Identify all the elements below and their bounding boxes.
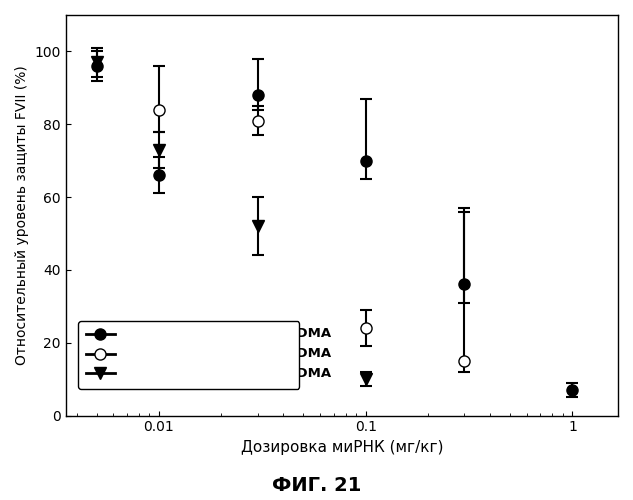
Legend: 40 мол. % DLIn-KC2-DMA, 50 мол. % DLIn-KC2-DMA, 60 мол. % DLIn-KC2-DMA: 40 мол. % DLIn-KC2-DMA, 50 мол. % DLIn-K… bbox=[78, 321, 299, 389]
Text: мол. %: мол. % bbox=[165, 328, 213, 338]
Text: 40: 40 bbox=[142, 327, 161, 340]
Text: ФИГ. 21: ФИГ. 21 bbox=[272, 476, 361, 495]
Y-axis label: Относительный уровень защиты FVII (%): Относительный уровень защиты FVII (%) bbox=[15, 66, 29, 365]
Text: мол. %: мол. % bbox=[165, 348, 213, 358]
Text: 50: 50 bbox=[142, 347, 161, 360]
X-axis label: Дозировка миРНК (мг/кг): Дозировка миРНК (мг/кг) bbox=[241, 440, 443, 455]
Text: мол. %: мол. % bbox=[165, 368, 213, 378]
Text: 60: 60 bbox=[142, 366, 161, 380]
Text: DLIn-KC2-DMA: DLIn-KC2-DMA bbox=[224, 347, 332, 360]
Text: DLIn-KC2-DMA: DLIn-KC2-DMA bbox=[224, 327, 332, 340]
Text: DLIn-KC2-DMA: DLIn-KC2-DMA bbox=[224, 366, 332, 380]
